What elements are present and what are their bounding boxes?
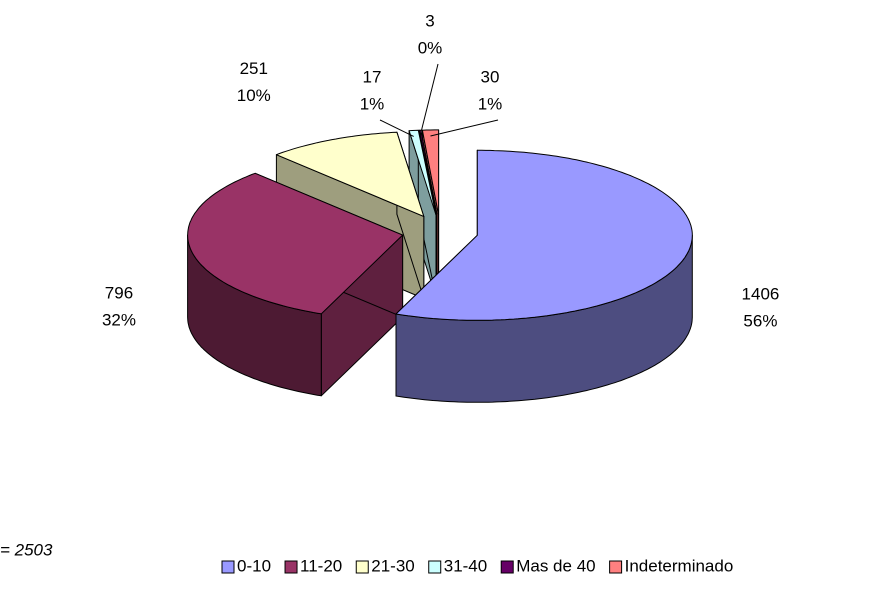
data-label: 17 xyxy=(363,67,382,86)
pie-slice xyxy=(187,172,404,397)
slice-top xyxy=(421,129,440,216)
legend-swatch xyxy=(609,560,623,574)
data-label: 30 xyxy=(481,67,500,86)
percent-label: 0% xyxy=(418,38,443,57)
slice-top xyxy=(187,172,404,315)
percent-label: 1% xyxy=(478,94,503,113)
percent-label: 10% xyxy=(237,86,271,105)
legend-label: 11-20 xyxy=(300,556,342,575)
legend-label: Indeterminado xyxy=(625,556,734,575)
percent-label: 32% xyxy=(102,310,136,329)
percent-label: 56% xyxy=(743,311,777,330)
leader-line xyxy=(379,119,414,137)
legend-swatch xyxy=(284,560,298,574)
legend-swatch xyxy=(500,560,514,574)
legend-label: 21-30 xyxy=(371,556,414,575)
leader-line xyxy=(419,63,439,137)
slice-top xyxy=(408,129,437,216)
legend-label: Mas de 40 xyxy=(516,556,595,575)
legend-label: 0-10 xyxy=(237,556,271,575)
data-label: 1406 xyxy=(742,284,780,303)
sample-note: = 2503 xyxy=(0,540,53,559)
slice-top xyxy=(418,129,438,216)
slice-top xyxy=(275,131,425,217)
legend-swatch xyxy=(221,560,235,574)
leader-line xyxy=(430,119,499,137)
percent-label: 1% xyxy=(360,94,385,113)
legend-swatch xyxy=(428,560,442,574)
legend-label: 31-40 xyxy=(444,556,487,575)
legend-swatch xyxy=(355,560,369,574)
data-label: 3 xyxy=(425,11,434,30)
data-label: 796 xyxy=(105,283,133,302)
pie-slice xyxy=(395,149,693,403)
slice-top xyxy=(395,149,693,321)
data-label: 251 xyxy=(240,59,268,78)
